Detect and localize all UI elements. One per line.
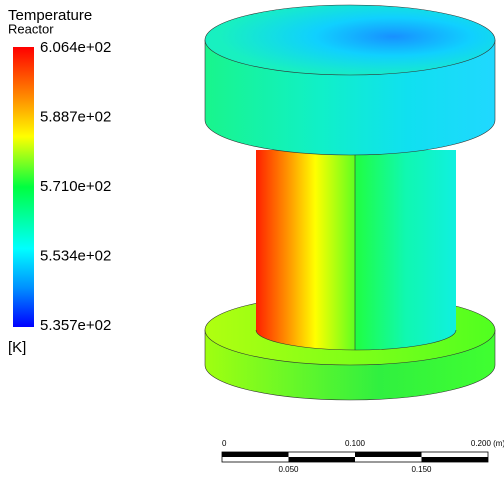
legend-subtitle: Reactor xyxy=(8,21,54,36)
legend-label: 5.887e+02 xyxy=(40,108,111,125)
scale-label: 0.200 (m) xyxy=(471,439,504,448)
legend-label: 6.064e+02 xyxy=(40,39,111,56)
color-bar xyxy=(13,47,34,327)
legend-label: 5.710e+02 xyxy=(40,178,111,195)
scale-label: 0.150 xyxy=(411,465,432,474)
page: Temperature Reactor 6.064e+025.887e+025.… xyxy=(0,0,504,485)
legend-label: 5.357e+02 xyxy=(40,317,111,334)
scale-label: 0.050 xyxy=(278,465,299,474)
scale-label: 0.100 xyxy=(345,439,366,448)
contour-view: Temperature Reactor 6.064e+025.887e+025.… xyxy=(0,0,504,485)
top-cylinder xyxy=(205,5,495,155)
legend-labels: 6.064e+02 5.887e+02 5.710e+02 5.534e+02 5.35… xyxy=(40,39,111,334)
legend-label: 5.534e+02 xyxy=(40,247,111,264)
scale-label: 0 xyxy=(222,439,227,448)
scale-bar xyxy=(222,452,488,462)
legend-unit: [K] xyxy=(8,339,26,356)
middle-cylinder xyxy=(256,150,456,350)
